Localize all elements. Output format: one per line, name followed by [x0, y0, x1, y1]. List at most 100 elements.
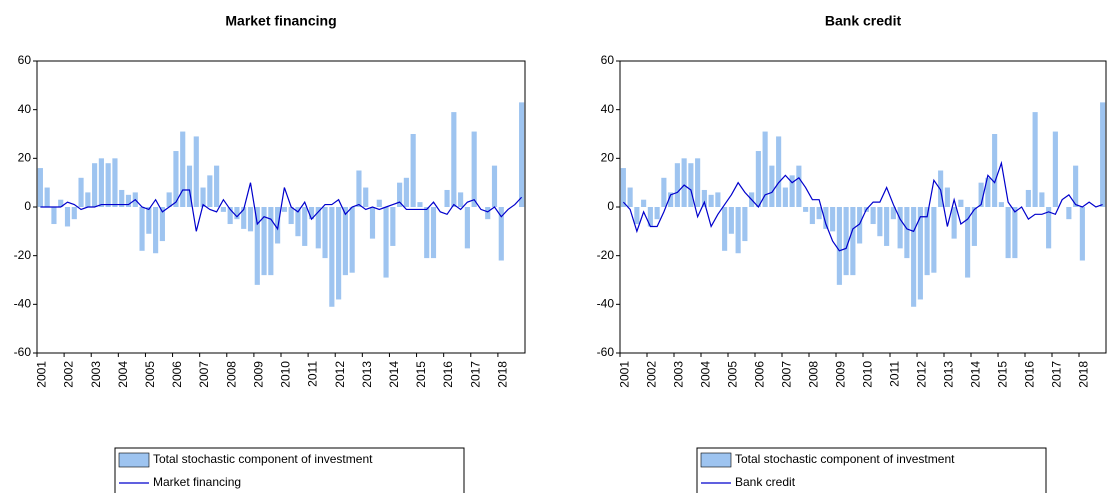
bar: [668, 192, 674, 207]
x-tick-label: 2018: [1077, 361, 1091, 388]
bar: [681, 158, 687, 207]
chart-title: Bank credit: [825, 13, 902, 29]
bar: [363, 187, 369, 207]
bar: [1032, 112, 1038, 207]
bar: [1100, 102, 1106, 207]
y-tick-label: 20: [601, 151, 615, 165]
bar: [159, 207, 165, 242]
bar: [302, 207, 308, 246]
bar: [207, 175, 213, 207]
x-tick-label: 2003: [89, 361, 103, 388]
bar: [58, 199, 64, 207]
bar: [397, 182, 403, 207]
x-tick-label: 2017: [468, 361, 482, 388]
bar: [823, 207, 829, 229]
bar: [708, 194, 714, 207]
bar: [173, 151, 179, 207]
bar: [735, 207, 741, 254]
bar: [281, 207, 287, 212]
x-tick-label: 2010: [861, 361, 875, 388]
bar: [796, 165, 802, 207]
x-tick-label: 2005: [143, 361, 157, 388]
legend-box: [114, 447, 465, 493]
bar: [742, 207, 748, 242]
bar: [417, 202, 423, 207]
bar: [315, 207, 321, 249]
x-tick-label: 2007: [197, 361, 211, 388]
x-tick-label: 2009: [834, 361, 848, 388]
bar: [701, 189, 707, 207]
x-tick-label: 2006: [170, 361, 184, 388]
bar: [498, 207, 504, 261]
bar: [444, 189, 450, 207]
bar: [1046, 207, 1052, 249]
bar: [458, 192, 464, 207]
bar: [938, 170, 944, 207]
bar: [634, 207, 640, 225]
y-tick-label: -40: [597, 297, 615, 311]
bar: [944, 187, 950, 207]
bar: [349, 207, 355, 273]
bar: [924, 207, 930, 276]
x-tick-label: 2012: [333, 361, 347, 388]
bar: [403, 177, 409, 207]
bar: [782, 187, 788, 207]
bar: [620, 168, 626, 207]
x-tick-label: 2010: [279, 361, 293, 388]
y-tick-label: -20: [597, 248, 615, 262]
bar: [200, 187, 206, 207]
bar: [342, 207, 348, 276]
bar: [51, 207, 57, 225]
bar: [1079, 207, 1085, 261]
bar: [85, 192, 91, 207]
x-tick-label: 2011: [888, 361, 902, 387]
bar: [519, 102, 525, 207]
bar: [789, 175, 795, 207]
y-tick-label: 20: [18, 151, 32, 165]
bar: [153, 207, 159, 254]
bar: [322, 207, 328, 259]
x-tick-label: 2004: [699, 361, 713, 388]
bar: [139, 207, 145, 251]
bar: [715, 192, 721, 207]
x-tick-label: 2003: [672, 361, 686, 388]
bar: [890, 207, 896, 220]
bar: [214, 165, 220, 207]
bar: [776, 136, 782, 207]
bar: [78, 177, 84, 207]
bar: [904, 207, 910, 259]
y-tick-label: 60: [601, 53, 615, 67]
bar: [288, 207, 294, 225]
bar: [762, 131, 768, 207]
bar: [261, 207, 267, 276]
bar: [336, 207, 342, 300]
x-tick-label: 2006: [753, 361, 767, 388]
bar: [985, 177, 991, 207]
bar: [1073, 165, 1079, 207]
bar: [295, 207, 301, 237]
x-tick-label: 2013: [360, 361, 374, 388]
bar: [369, 207, 376, 239]
bar: [247, 207, 254, 232]
bar: [180, 131, 186, 207]
bar: [227, 207, 233, 225]
bar: [951, 207, 957, 239]
bar: [803, 207, 809, 212]
bar: [234, 207, 240, 220]
bar: [755, 151, 761, 207]
bar: [978, 182, 984, 207]
bar: [112, 158, 118, 207]
x-tick-label: 2015: [996, 361, 1010, 388]
bar: [98, 158, 104, 207]
bar: [329, 207, 335, 307]
x-tick-label: 2016: [1023, 361, 1037, 388]
bar: [728, 207, 734, 234]
bar: [44, 187, 50, 207]
x-tick-label: 2015: [414, 361, 428, 388]
bar: [1066, 207, 1072, 220]
y-tick-label: 40: [601, 102, 615, 116]
bar: [356, 170, 362, 207]
legend-label: Total stochastic component of investment: [735, 452, 955, 466]
chart-title: Market financing: [225, 13, 336, 29]
